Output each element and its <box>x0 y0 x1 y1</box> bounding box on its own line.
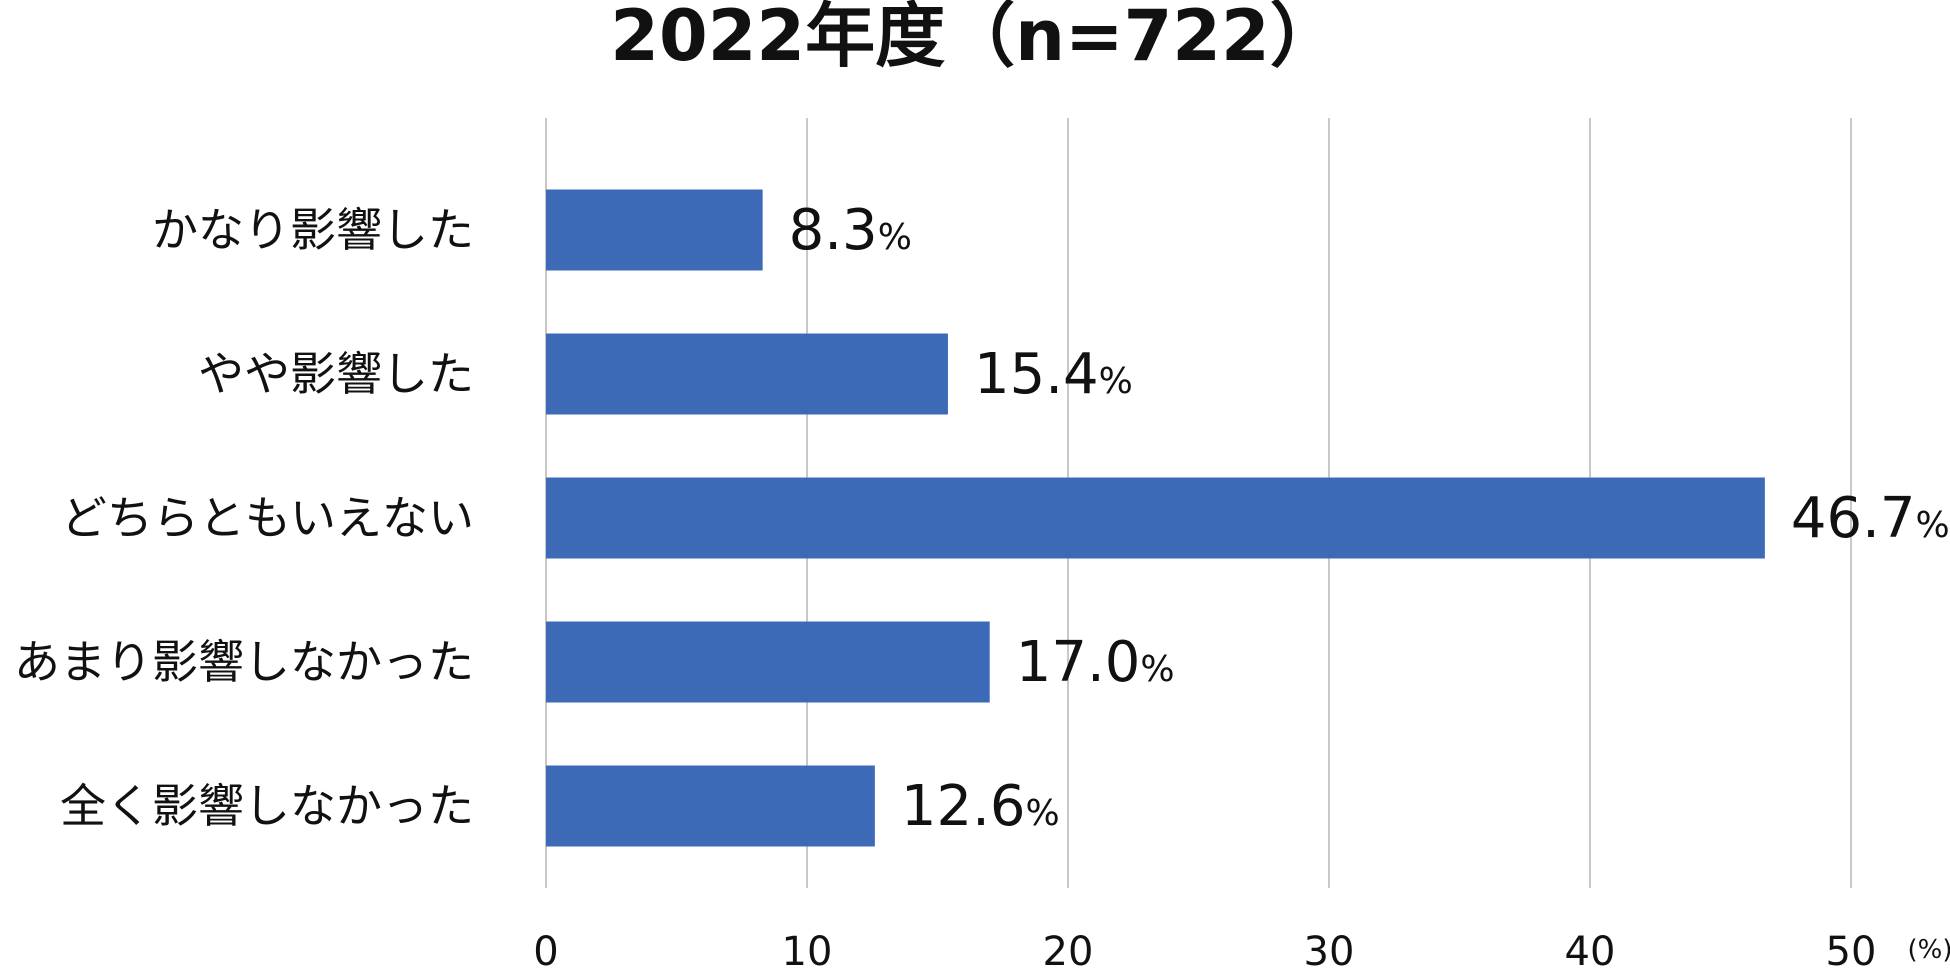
value-label: 17.0% <box>1016 630 1175 695</box>
value-percent-sign: % <box>1026 793 1060 834</box>
bar <box>546 189 763 271</box>
bar <box>546 621 990 703</box>
category-label: 全く影響しなかった <box>60 779 474 833</box>
value-number: 8.3 <box>789 198 878 263</box>
category-label: かなり影響した <box>152 203 474 257</box>
category-label: どちらともいえない <box>61 491 474 545</box>
chart-title: 2022年度（n=722） <box>610 0 1339 77</box>
category-label: あまり影響しなかった <box>14 635 474 689</box>
x-tick-label: 20 <box>1043 929 1094 968</box>
value-percent-sign: % <box>1140 649 1174 690</box>
x-axis-unit-label: (%) <box>1908 935 1950 965</box>
x-tick-label: 10 <box>782 929 833 968</box>
bars <box>546 189 1765 847</box>
value-label: 8.3% <box>789 198 912 263</box>
value-number: 12.6 <box>901 774 1026 839</box>
x-tick-label: 0 <box>533 929 558 968</box>
value-label: 46.7% <box>1791 486 1950 551</box>
value-percent-sign: % <box>1099 361 1133 402</box>
value-label: 15.4% <box>974 342 1133 407</box>
value-number: 17.0 <box>1016 630 1141 695</box>
x-tick-label: 40 <box>1565 929 1616 968</box>
x-tick-label: 50 <box>1826 929 1877 968</box>
bar <box>546 477 1765 559</box>
x-tick-label: 30 <box>1304 929 1355 968</box>
bar <box>546 765 875 847</box>
category-labels: かなり影響したやや影響したどちらともいえないあまり影響しなかった全く影響しなかっ… <box>14 203 474 833</box>
value-number: 46.7 <box>1791 486 1916 551</box>
value-number: 15.4 <box>974 342 1099 407</box>
value-labels: 8.3%15.4%46.7%17.0%12.6% <box>789 198 1950 839</box>
value-percent-sign: % <box>878 217 912 258</box>
bar <box>546 333 948 415</box>
value-percent-sign: % <box>1916 505 1950 546</box>
x-axis-tick-labels: 0 10 20 30 40 50 <box>533 929 1876 968</box>
value-label: 12.6% <box>901 774 1060 839</box>
category-label: やや影響した <box>198 347 474 401</box>
